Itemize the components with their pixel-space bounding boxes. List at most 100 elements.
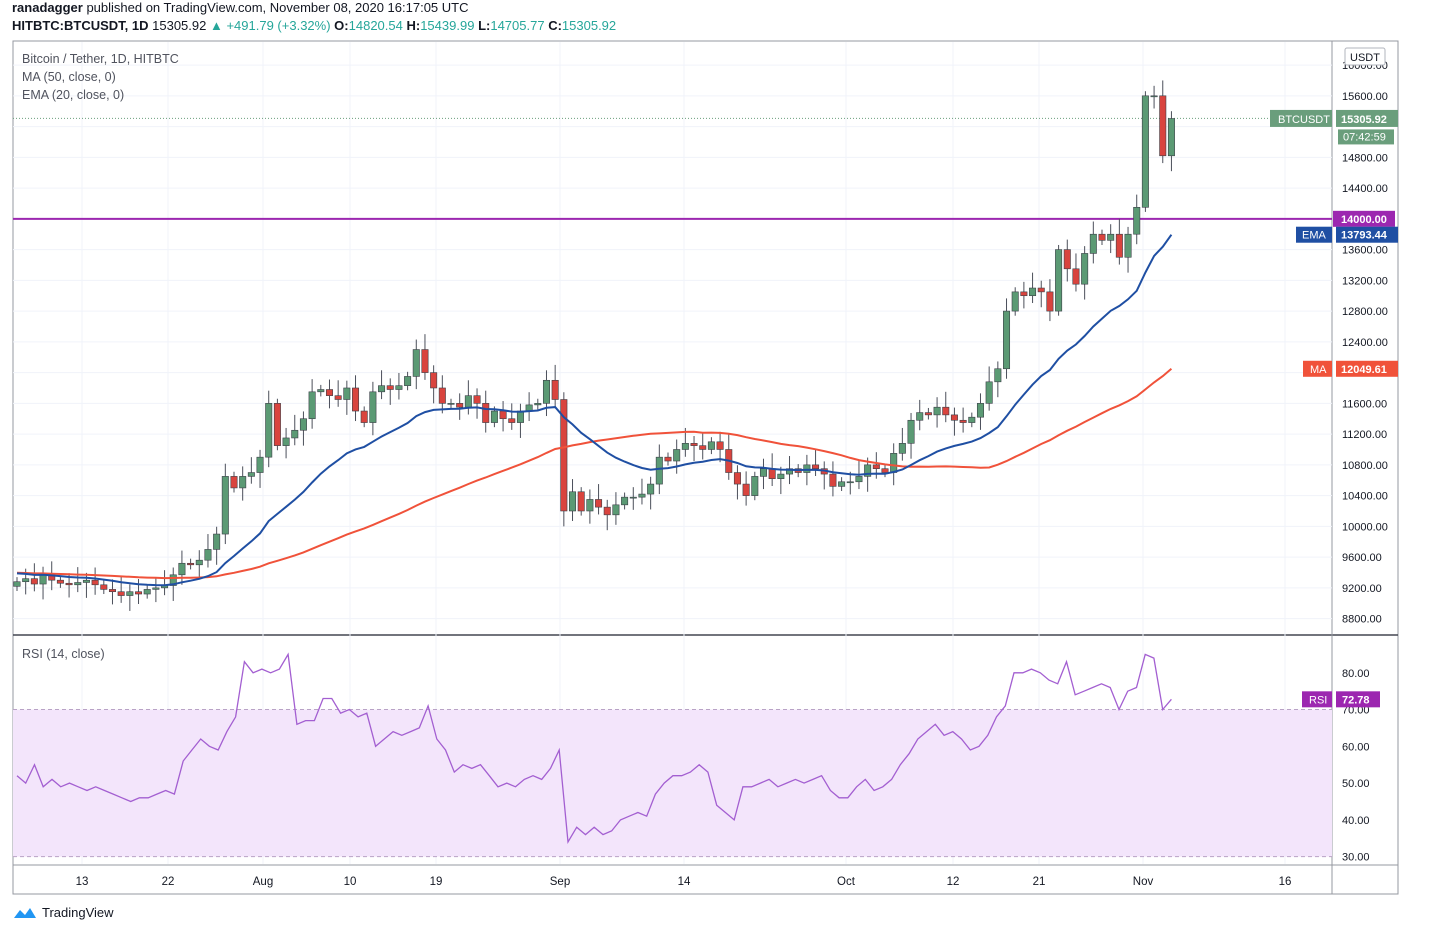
candle [447,398,455,408]
candle [942,391,950,423]
candle-body [100,584,108,590]
candle [525,392,533,422]
candle [230,471,238,493]
candle-body [933,406,941,416]
candle [751,471,759,501]
candle [317,384,325,397]
level-tag: 14000.00 [1333,210,1395,227]
rsi-tag-value: 72.78 [1342,694,1370,706]
candle [369,381,377,436]
candle [560,392,568,527]
candle [846,471,854,495]
rsi-legend[interactable]: RSI (14, close) [22,647,105,661]
candle [707,437,715,455]
candle [1141,91,1149,212]
candle-body [499,410,507,420]
candle [638,478,646,505]
candle-body [404,376,412,386]
candle [976,393,984,430]
tradingview-logo[interactable]: TradingView [12,905,114,920]
price-tick-label: 11600.00 [1342,398,1387,410]
candle-body [1072,268,1080,285]
candle-body [473,395,481,404]
candle-body [777,473,785,479]
candle [777,466,785,495]
candle [733,465,741,500]
low-label: L: [478,18,491,33]
level-tag-text: 14000.00 [1341,214,1387,226]
candle [872,452,880,479]
ema-tag-label: EMA [1302,230,1327,242]
time-tick-label: 14 [678,876,691,888]
candle [1107,224,1115,254]
rsi-tag-label: RSI [1309,694,1327,706]
candle-body [759,468,767,477]
candle-body [950,414,958,421]
candle [273,398,281,451]
rsi-line[interactable] [16,652,1172,844]
candle [629,487,637,510]
published-text: published on TradingView.com, November 0… [86,0,469,15]
candle-body [595,499,603,508]
candle [664,452,672,466]
candle-body [30,578,38,585]
candle-body [65,582,73,586]
candle-body [395,385,403,390]
candle-body [213,533,221,550]
candle-body [898,443,906,454]
candle [907,412,915,459]
open-value: 14820.54 [348,18,403,33]
candle-body [629,496,637,499]
candle [742,471,750,506]
candle [204,534,212,568]
candle [482,390,490,433]
candle-body [881,468,889,473]
candle [508,403,516,430]
candle-body [421,349,429,373]
candle-body [1081,253,1089,285]
ma-legend[interactable]: MA (50, close, 0) [22,70,116,84]
candle [612,492,620,525]
candle-body [516,410,524,423]
candle-body [742,483,750,496]
candle [378,370,386,400]
candle-body [273,403,281,446]
candle-body [838,481,846,487]
candle-body [1159,95,1167,157]
ema-legend[interactable]: EMA (20, close, 0) [22,88,124,102]
candle-body [551,379,559,400]
candle [404,371,412,391]
candle [352,375,360,422]
ma-50-line[interactable] [16,368,1173,580]
candle-body [204,549,212,561]
ema-20-line[interactable] [16,234,1173,587]
rsi-band [13,709,1332,857]
candle [343,380,351,415]
rsi-guides [13,709,1332,858]
candle-body [916,412,924,421]
candle-body [985,381,993,404]
candle-body [56,579,64,584]
time-tick-label: 10 [344,876,357,888]
candle [91,567,99,595]
candle [386,378,394,405]
candle [13,577,21,591]
time-tick-label: 16 [1279,876,1292,888]
candle-body [412,349,420,377]
candle-body [1115,233,1123,258]
time-tick-label: 12 [947,876,960,888]
brand-name: TradingView [42,905,114,920]
candle-body [230,476,238,489]
candle [1003,298,1011,379]
candle-body [1141,95,1149,208]
author-name[interactable]: ranadagger [12,0,83,15]
candle [725,434,733,480]
candle [673,439,681,474]
currency-box[interactable] [1344,47,1386,66]
candle-body [1089,233,1097,254]
rsi-tick-label: 50.00 [1342,778,1370,790]
candle [916,399,924,431]
candle [247,457,255,484]
candle-body [681,443,689,450]
